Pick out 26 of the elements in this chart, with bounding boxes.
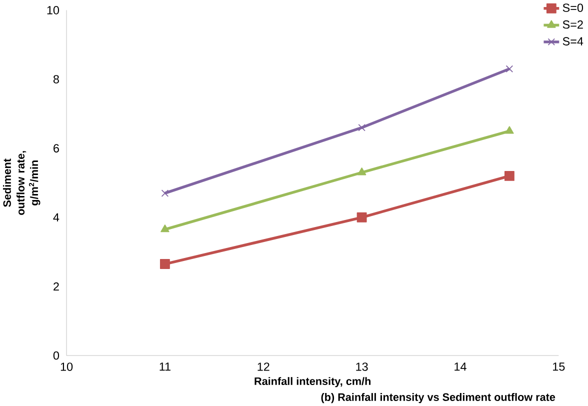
x-tick-label: 12 bbox=[258, 362, 270, 371]
legend-label: S=2 bbox=[562, 20, 583, 29]
x-axis-title: Rainfall intensity, cm/h bbox=[254, 377, 370, 388]
y-tick-label: 8 bbox=[53, 75, 59, 84]
x-tick-label: 11 bbox=[160, 362, 170, 371]
y-tick-label: 2 bbox=[54, 282, 59, 290]
point bbox=[161, 190, 169, 197]
x-tick-label: 10 bbox=[60, 362, 73, 371]
point bbox=[356, 212, 367, 222]
x-tick-label: 13 bbox=[356, 362, 368, 371]
y-tick-label: 6 bbox=[54, 144, 59, 152]
point bbox=[505, 126, 514, 134]
legend-label: S=4 bbox=[562, 37, 584, 46]
point bbox=[160, 258, 170, 269]
x-tick-label: 15 bbox=[553, 362, 565, 371]
point bbox=[160, 224, 170, 232]
point bbox=[357, 167, 366, 176]
text: (b) Rainfall intensity vs Sediment outflow rate bbox=[321, 392, 556, 404]
legend-label: S=0 bbox=[562, 4, 584, 12]
y-tick-label: 0 bbox=[53, 351, 60, 360]
point bbox=[506, 65, 514, 72]
y-tick-label: 4 bbox=[53, 213, 60, 222]
point bbox=[358, 124, 366, 132]
x-tick-label: 14 bbox=[454, 362, 466, 371]
y-tick-label: 10 bbox=[47, 6, 60, 14]
point bbox=[504, 170, 514, 181]
